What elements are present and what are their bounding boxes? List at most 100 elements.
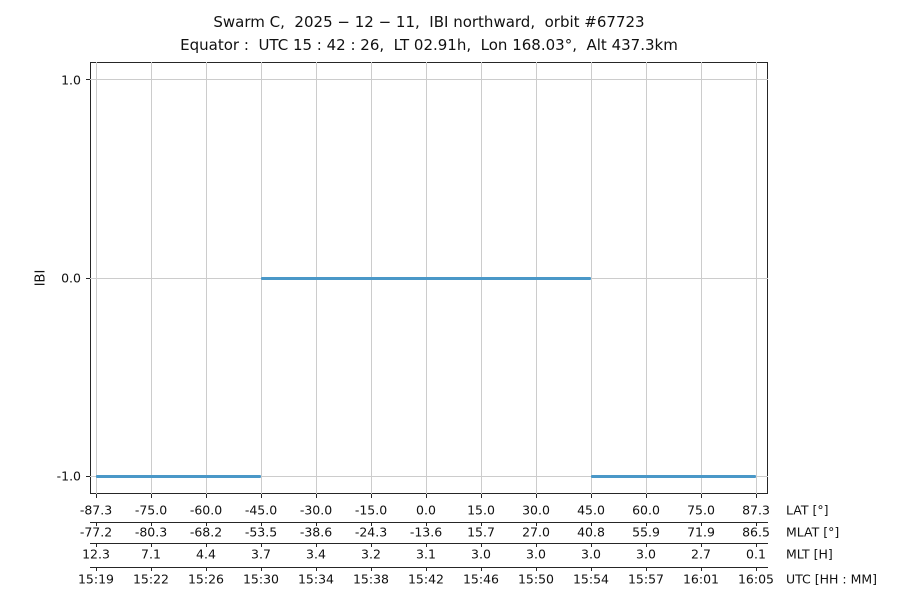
x-tick-mark xyxy=(590,522,592,526)
ibi-line-segment xyxy=(591,474,756,478)
x-tick-mark xyxy=(260,522,262,526)
x-tick-label: 15:57 xyxy=(627,571,665,587)
x-tick-label: 15:26 xyxy=(187,571,225,587)
x-tick-mark xyxy=(480,522,482,526)
x-tick-mark xyxy=(150,522,152,526)
x-tick-label: 3.4 xyxy=(306,546,326,562)
x-tick-label: 3.0 xyxy=(471,546,491,562)
x-tick-label: 3.0 xyxy=(526,546,546,562)
x-tick-label: 7.1 xyxy=(141,546,161,562)
x-tick-mark xyxy=(370,494,372,498)
x-tick-label: 0.0 xyxy=(416,502,436,518)
x-tick-mark xyxy=(370,522,372,526)
x-axis-row-caption-mlat: MLAT [°] xyxy=(786,524,840,540)
x-tick-label: -30.0 xyxy=(299,502,333,518)
x-tick-label: -68.2 xyxy=(189,524,223,540)
x-tick-label: -77.2 xyxy=(79,524,113,540)
x-tick-label: 3.7 xyxy=(251,546,271,562)
x-tick-mark xyxy=(150,567,152,571)
x-tick-label: 60.0 xyxy=(632,502,660,518)
x-tick-label: 15:38 xyxy=(352,571,390,587)
x-tick-mark xyxy=(700,567,702,571)
x-tick-mark xyxy=(425,543,427,547)
x-tick-mark xyxy=(260,494,262,498)
x-tick-mark xyxy=(425,567,427,571)
y-tick-label: 1.0 xyxy=(61,72,81,88)
x-tick-mark xyxy=(205,494,207,498)
x-tick-label: -80.3 xyxy=(134,524,168,540)
x-tick-label: 3.0 xyxy=(581,546,601,562)
x-tick-label: 2.7 xyxy=(691,546,711,562)
x-tick-label: 27.0 xyxy=(522,524,550,540)
x-tick-mark xyxy=(755,567,757,571)
x-tick-mark xyxy=(205,543,207,547)
x-tick-label: 15:46 xyxy=(462,571,500,587)
x-tick-mark xyxy=(645,543,647,547)
ibi-line-segment xyxy=(96,474,261,478)
y-tick-mark xyxy=(86,79,90,81)
x-tick-mark xyxy=(370,543,372,547)
x-tick-mark xyxy=(700,543,702,547)
x-tick-mark xyxy=(315,543,317,547)
chart-subtitle: Equator : UTC 15 : 42 : 26, LT 02.91h, L… xyxy=(180,36,678,54)
x-tick-label: 15.7 xyxy=(467,524,495,540)
chart-title: Swarm C, 2025 − 12 − 11, IBI northward, … xyxy=(213,13,645,31)
x-tick-mark xyxy=(535,567,537,571)
x-tick-mark xyxy=(95,567,97,571)
x-tick-label: 16:05 xyxy=(737,571,775,587)
x-tick-label: 15:19 xyxy=(77,571,115,587)
x-tick-mark xyxy=(205,522,207,526)
x-tick-label: 15:42 xyxy=(407,571,445,587)
x-tick-mark xyxy=(480,494,482,498)
x-tick-label: 3.0 xyxy=(636,546,656,562)
axis-row-line xyxy=(90,521,768,523)
x-tick-mark xyxy=(480,567,482,571)
x-tick-label: -13.6 xyxy=(409,524,443,540)
x-tick-label: 15:22 xyxy=(132,571,170,587)
x-tick-label: 3.2 xyxy=(361,546,381,562)
x-tick-label: 15:34 xyxy=(297,571,335,587)
y-tick-label: 0.0 xyxy=(61,270,81,286)
x-tick-label: 15:54 xyxy=(572,571,610,587)
axis-row-line xyxy=(90,542,768,544)
x-tick-mark xyxy=(205,567,207,571)
x-tick-mark xyxy=(645,494,647,498)
x-tick-mark xyxy=(260,567,262,571)
x-tick-mark xyxy=(590,567,592,571)
x-tick-mark xyxy=(590,543,592,547)
x-tick-label: -60.0 xyxy=(189,502,223,518)
x-tick-mark xyxy=(700,522,702,526)
x-tick-label: 87.3 xyxy=(742,502,770,518)
x-axis-row-caption-lat: LAT [°] xyxy=(786,502,829,518)
x-tick-mark xyxy=(150,543,152,547)
x-tick-mark xyxy=(315,522,317,526)
x-tick-label: 71.9 xyxy=(687,524,715,540)
x-tick-mark xyxy=(645,567,647,571)
x-tick-mark xyxy=(535,522,537,526)
x-tick-label: -15.0 xyxy=(354,502,388,518)
x-tick-label: 15:50 xyxy=(517,571,555,587)
x-tick-mark xyxy=(480,543,482,547)
x-tick-mark xyxy=(755,543,757,547)
y-tick-mark xyxy=(86,475,90,477)
x-tick-mark xyxy=(315,494,317,498)
x-tick-label: 3.1 xyxy=(416,546,436,562)
x-tick-mark xyxy=(425,494,427,498)
x-tick-mark xyxy=(700,494,702,498)
x-tick-label: 0.1 xyxy=(746,546,766,562)
y-tick-label: -1.0 xyxy=(56,468,81,484)
x-tick-label: 15.0 xyxy=(467,502,495,518)
x-tick-label: 12.3 xyxy=(82,546,110,562)
y-tick-mark xyxy=(86,277,90,279)
x-axis-row-caption-utc: UTC [HH : MM] xyxy=(786,571,878,587)
axis-row-line xyxy=(90,566,768,568)
x-tick-mark xyxy=(95,522,97,526)
x-tick-mark xyxy=(260,543,262,547)
x-tick-label: 16:01 xyxy=(682,571,720,587)
x-tick-mark xyxy=(590,494,592,498)
x-tick-mark xyxy=(95,543,97,547)
x-tick-label: -24.3 xyxy=(354,524,388,540)
x-tick-label: 45.0 xyxy=(577,502,605,518)
x-tick-label: 15:30 xyxy=(242,571,280,587)
